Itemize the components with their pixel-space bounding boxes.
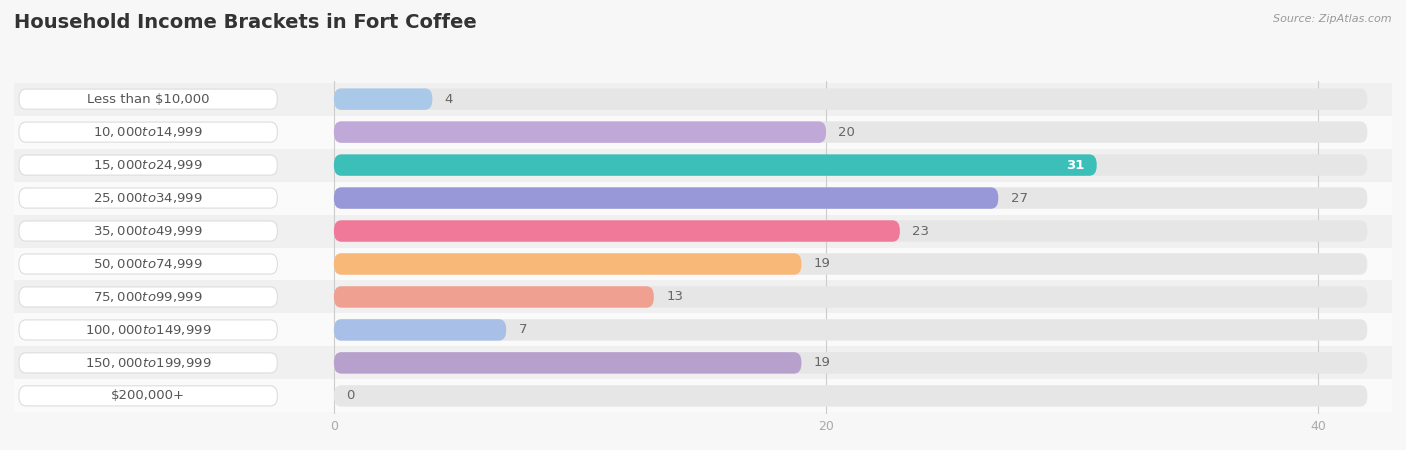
Text: $50,000 to $74,999: $50,000 to $74,999	[93, 257, 202, 271]
Text: $25,000 to $34,999: $25,000 to $34,999	[93, 191, 202, 205]
FancyBboxPatch shape	[335, 154, 1097, 176]
Text: $75,000 to $99,999: $75,000 to $99,999	[93, 290, 202, 304]
Text: $200,000+: $200,000+	[111, 389, 186, 402]
Text: 0: 0	[346, 389, 354, 402]
Text: 31: 31	[1066, 158, 1084, 171]
FancyBboxPatch shape	[18, 89, 277, 109]
FancyBboxPatch shape	[18, 353, 277, 373]
Bar	[14, 148, 1392, 181]
FancyBboxPatch shape	[18, 122, 277, 142]
Bar	[14, 116, 1392, 148]
FancyBboxPatch shape	[335, 220, 900, 242]
Text: $35,000 to $49,999: $35,000 to $49,999	[93, 224, 202, 238]
Text: Less than $10,000: Less than $10,000	[87, 93, 209, 106]
FancyBboxPatch shape	[335, 253, 801, 274]
Text: 13: 13	[666, 290, 683, 303]
Bar	[14, 314, 1392, 346]
FancyBboxPatch shape	[335, 187, 1367, 209]
Bar	[14, 215, 1392, 248]
Text: Source: ZipAtlas.com: Source: ZipAtlas.com	[1274, 14, 1392, 23]
Text: 27: 27	[1011, 192, 1028, 205]
FancyBboxPatch shape	[335, 352, 801, 374]
FancyBboxPatch shape	[335, 154, 1367, 176]
Text: $100,000 to $149,999: $100,000 to $149,999	[84, 323, 211, 337]
Text: Household Income Brackets in Fort Coffee: Household Income Brackets in Fort Coffee	[14, 14, 477, 32]
Text: $15,000 to $24,999: $15,000 to $24,999	[93, 158, 202, 172]
Text: 19: 19	[814, 257, 831, 270]
FancyBboxPatch shape	[335, 187, 998, 209]
FancyBboxPatch shape	[18, 386, 277, 406]
Text: $150,000 to $199,999: $150,000 to $199,999	[84, 356, 211, 370]
FancyBboxPatch shape	[335, 286, 1367, 308]
Text: 20: 20	[838, 126, 855, 139]
Text: 7: 7	[519, 324, 527, 337]
Bar	[14, 280, 1392, 314]
FancyBboxPatch shape	[18, 188, 277, 208]
FancyBboxPatch shape	[335, 253, 1367, 274]
FancyBboxPatch shape	[335, 220, 1367, 242]
Bar	[14, 181, 1392, 215]
FancyBboxPatch shape	[335, 88, 1367, 110]
Text: $10,000 to $14,999: $10,000 to $14,999	[93, 125, 202, 139]
Text: 4: 4	[444, 93, 453, 106]
FancyBboxPatch shape	[18, 254, 277, 274]
Bar	[14, 248, 1392, 280]
FancyBboxPatch shape	[335, 385, 1367, 407]
Bar	[14, 379, 1392, 412]
FancyBboxPatch shape	[335, 88, 433, 110]
FancyBboxPatch shape	[335, 352, 1367, 374]
FancyBboxPatch shape	[335, 319, 1367, 341]
Bar	[14, 346, 1392, 379]
FancyBboxPatch shape	[18, 155, 277, 175]
FancyBboxPatch shape	[335, 122, 827, 143]
Bar	[14, 83, 1392, 116]
FancyBboxPatch shape	[335, 319, 506, 341]
FancyBboxPatch shape	[18, 287, 277, 307]
FancyBboxPatch shape	[335, 122, 1367, 143]
FancyBboxPatch shape	[335, 286, 654, 308]
FancyBboxPatch shape	[18, 320, 277, 340]
Text: 23: 23	[912, 225, 929, 238]
Text: 19: 19	[814, 356, 831, 369]
FancyBboxPatch shape	[18, 221, 277, 241]
